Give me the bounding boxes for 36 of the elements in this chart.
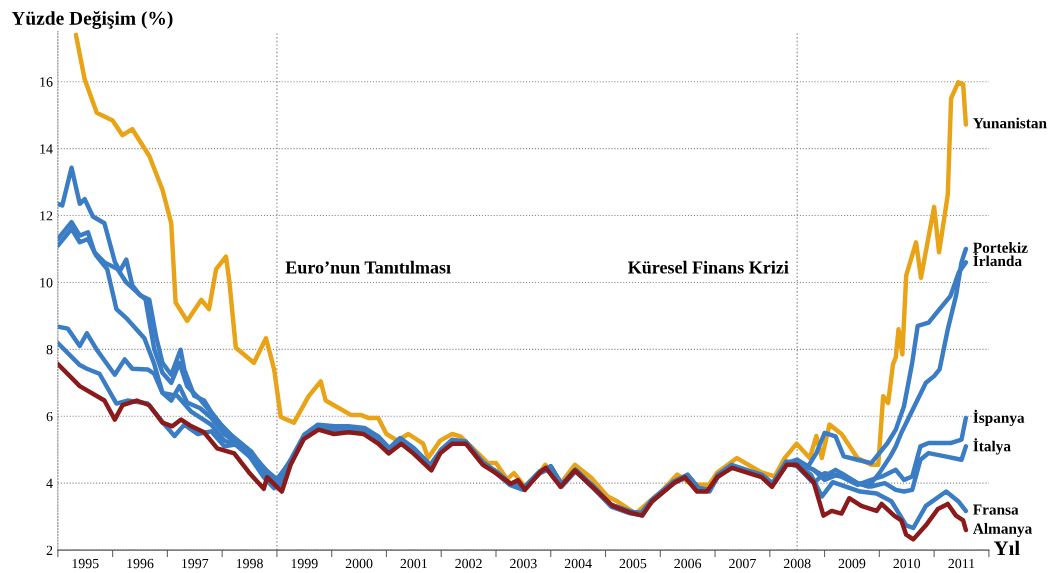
series-label: Fransa [973, 504, 1019, 515]
y-tick-label: 12 [40, 211, 53, 221]
series-label: Portekiz [973, 242, 1028, 253]
ref-line-label: Euro’nun Tanıtılması [285, 260, 451, 274]
x-tick-label: 1998 [236, 558, 263, 569]
y-tick-label: 14 [40, 144, 53, 154]
series-label: Almanya [972, 523, 1033, 537]
y-tick-label: 16 [40, 77, 53, 87]
x-tick-label: 2010 [893, 558, 921, 569]
series-label: İrlanda [973, 252, 1022, 267]
x-tick-label: 2011 [948, 558, 975, 569]
x-tick-label: 2003 [510, 558, 537, 569]
x-tick-label: 2008 [783, 558, 811, 569]
series-label: Yunanistan [973, 117, 1047, 129]
y-tick-label: 4 [46, 478, 53, 488]
series-label: İspanya [973, 409, 1025, 427]
ref-line-label: Küresel Finans Krizi [628, 260, 789, 274]
y-tick-label: 10 [40, 278, 53, 288]
x-tick-label: 2000 [345, 558, 373, 569]
x-tick-label: 1995 [72, 558, 99, 569]
x-tick-label: 2009 [838, 558, 866, 569]
x-tick-label: 2005 [619, 558, 647, 569]
x-tick-label: 2002 [455, 558, 482, 569]
x-tick-label: 1997 [182, 558, 209, 569]
x-tick-label: 2006 [674, 558, 702, 569]
x-tick-label: 1999 [291, 558, 318, 569]
x-tick-label: 2004 [564, 558, 592, 569]
y-tick-label: 8 [46, 344, 53, 355]
y-tick-label: 2 [46, 545, 53, 555]
series-label: İtalya [973, 438, 1011, 455]
y-axis-title: Yüzde Değişim (%) [11, 10, 173, 29]
x-tick-label: 2001 [400, 558, 427, 569]
x-tick-label: 1996 [127, 558, 154, 569]
x-tick-label: 2007 [729, 558, 756, 569]
x-axis-title: Yıl [993, 540, 1020, 556]
y-tick-label: 6 [46, 411, 53, 422]
